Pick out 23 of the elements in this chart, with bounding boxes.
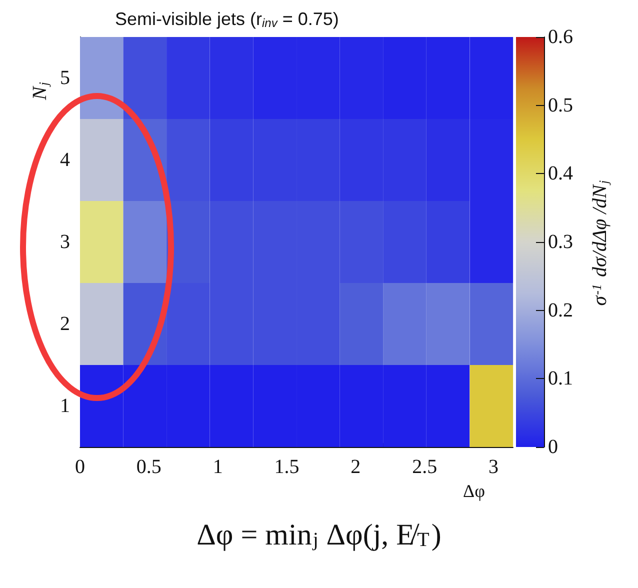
color-bar-title: σ-1 dσ/dΔφ /dNj xyxy=(589,180,611,306)
text: Δφ = minj Δφ(j, E̸T) xyxy=(196,518,442,552)
x-tick-label: 1 xyxy=(212,456,223,478)
x-axis-title: Δφ xyxy=(463,481,485,501)
color-bar-label: 0 xyxy=(548,436,558,458)
color-bar-label: 0.6 xyxy=(548,26,573,48)
x-tick-label: 2 xyxy=(350,456,361,478)
y-tick-label: 5 xyxy=(60,67,70,89)
color-bar-label: 0.3 xyxy=(548,231,573,253)
y-tick-label: 3 xyxy=(60,231,70,253)
x-tick-label: 1.5 xyxy=(274,456,300,478)
color-bar-label: 0.1 xyxy=(548,368,573,390)
y-tick-label: 1 xyxy=(60,395,70,417)
y-axis-title: Nj xyxy=(29,82,51,101)
x-tick-label: 0 xyxy=(75,456,85,478)
x-tick-label: 0.5 xyxy=(136,456,162,478)
color-bar-label: 0.5 xyxy=(548,94,573,116)
y-tick-label: 4 xyxy=(60,149,70,171)
color-bar-label: 0.4 xyxy=(548,162,573,185)
y-tick-label: 2 xyxy=(60,313,70,335)
x-tick-label: 3 xyxy=(488,456,498,478)
x-tick-label: 2.5 xyxy=(412,456,438,478)
color-bar-label: 0.2 xyxy=(548,299,573,322)
